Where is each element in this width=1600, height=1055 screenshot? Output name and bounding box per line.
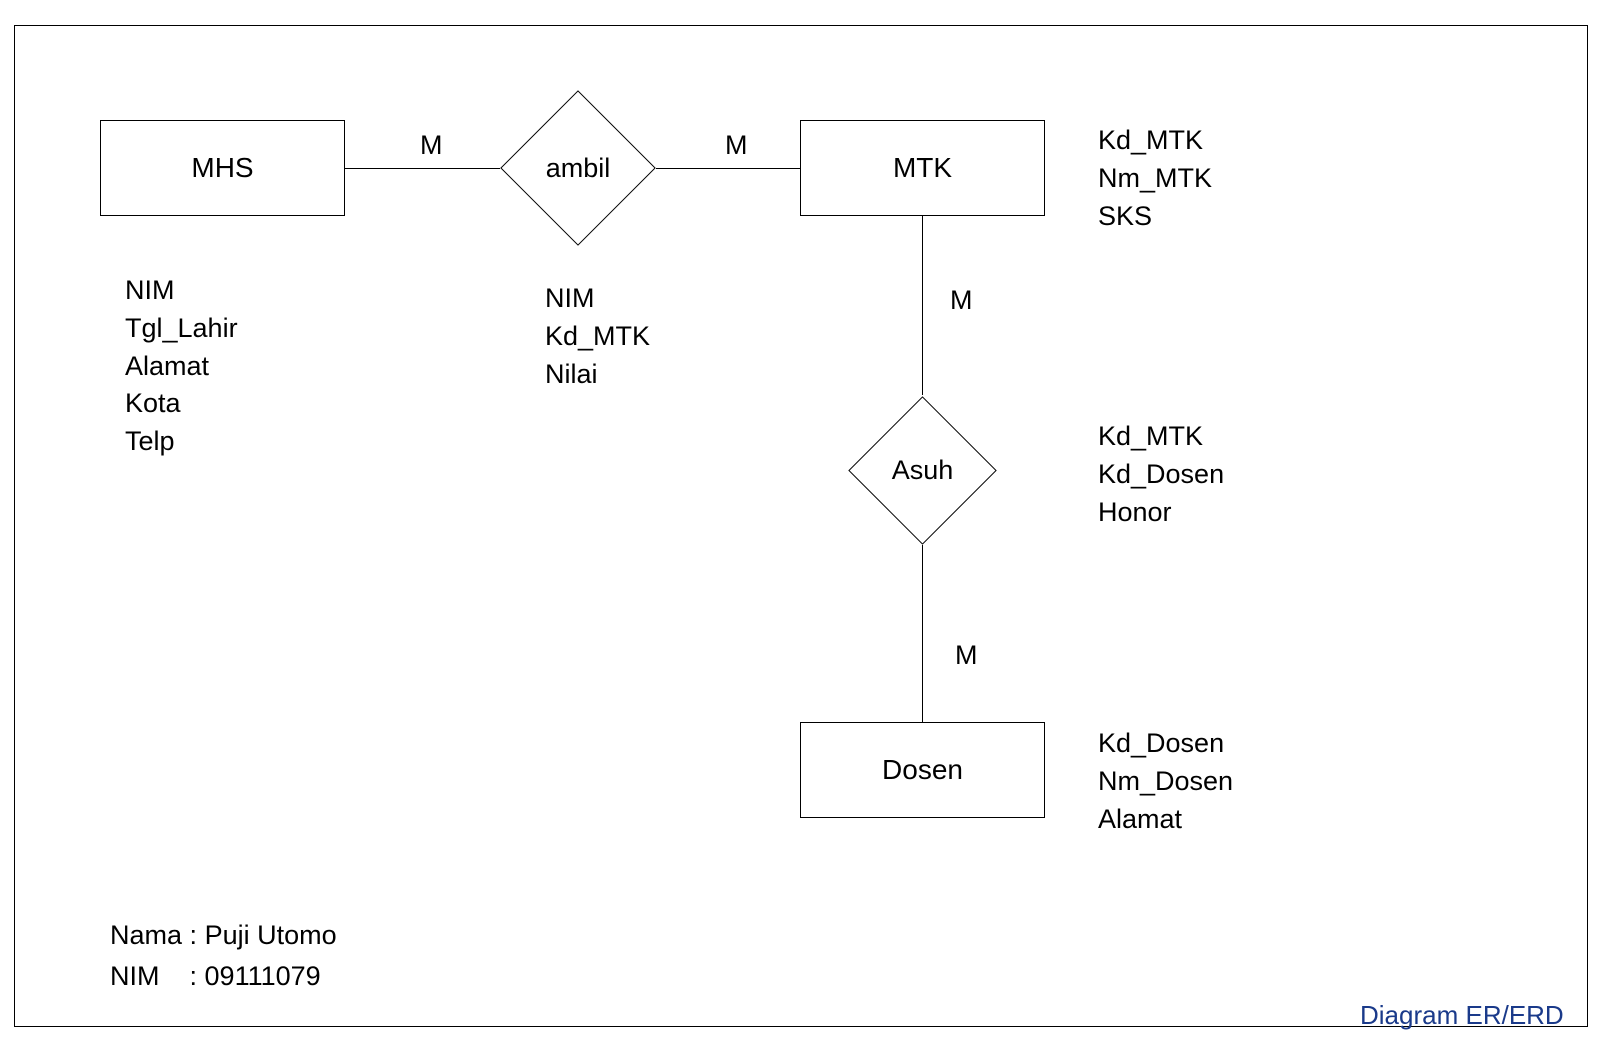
attr-text: Nm_Dosen bbox=[1098, 763, 1233, 801]
attr-text: Nilai bbox=[545, 356, 650, 394]
entity-mhs-attributes: NIM Tgl_Lahir Alamat Kota Telp bbox=[125, 272, 238, 461]
author-nim-row: NIM : 09111079 bbox=[110, 956, 337, 997]
entity-mtk-label: MTK bbox=[893, 152, 952, 184]
attr-text: Alamat bbox=[125, 348, 238, 386]
author-name-value: Puji Utomo bbox=[205, 920, 337, 950]
cardinality-text: M bbox=[725, 130, 748, 160]
edge-mhs-ambil bbox=[345, 168, 500, 169]
colon-separator: : bbox=[190, 920, 205, 950]
entity-mhs: MHS bbox=[100, 120, 345, 216]
attr-text: SKS bbox=[1098, 198, 1212, 236]
cardinality-text: M bbox=[955, 640, 978, 670]
attr-text: Tgl_Lahir bbox=[125, 310, 238, 348]
diagram-title-text: Diagram ER/ERD bbox=[1360, 1000, 1564, 1030]
edge-asuh-dosen bbox=[922, 545, 923, 722]
attr-text: Kd_MTK bbox=[1098, 418, 1224, 456]
attr-text: NIM bbox=[125, 272, 238, 310]
cardinality-text: M bbox=[420, 130, 443, 160]
relationship-ambil-label: ambil bbox=[546, 153, 611, 184]
attr-text: Kota bbox=[125, 385, 238, 423]
relationship-ambil-attributes: NIM Kd_MTK Nilai bbox=[545, 280, 650, 393]
relationship-asuh-attributes: Kd_MTK Kd_Dosen Honor bbox=[1098, 418, 1224, 531]
entity-dosen: Dosen bbox=[800, 722, 1045, 818]
author-nim-label: NIM bbox=[110, 961, 160, 991]
author-name-row: Nama : Puji Utomo bbox=[110, 915, 337, 956]
cardinality-label: M bbox=[950, 285, 973, 316]
attr-text: Alamat bbox=[1098, 801, 1233, 839]
attr-text: Kd_Dosen bbox=[1098, 725, 1233, 763]
author-info: Nama : Puji Utomo NIM : 09111079 bbox=[110, 915, 337, 996]
attr-text: Honor bbox=[1098, 494, 1224, 532]
attr-text: Kd_MTK bbox=[545, 318, 650, 356]
edge-ambil-mtk bbox=[656, 168, 800, 169]
cardinality-label: M bbox=[955, 640, 978, 671]
diagram-title: Diagram ER/ERD bbox=[1360, 1000, 1564, 1031]
cardinality-label: M bbox=[725, 130, 748, 161]
cardinality-text: M bbox=[950, 285, 973, 315]
entity-mhs-label: MHS bbox=[191, 152, 253, 184]
entity-dosen-label: Dosen bbox=[882, 754, 963, 786]
attr-text: Kd_MTK bbox=[1098, 122, 1212, 160]
relationship-asuh: Asuh bbox=[870, 418, 975, 523]
edge-mtk-asuh bbox=[922, 216, 923, 395]
attr-text: NIM bbox=[545, 280, 650, 318]
attr-text: Kd_Dosen bbox=[1098, 456, 1224, 494]
attr-text: Telp bbox=[125, 423, 238, 461]
relationship-asuh-label: Asuh bbox=[892, 455, 954, 486]
author-name-label: Nama bbox=[110, 920, 182, 950]
attr-text: Nm_MTK bbox=[1098, 160, 1212, 198]
relationship-ambil: ambil bbox=[523, 113, 633, 223]
cardinality-label: M bbox=[420, 130, 443, 161]
colon-separator: : bbox=[167, 961, 205, 991]
entity-mtk: MTK bbox=[800, 120, 1045, 216]
entity-dosen-attributes: Kd_Dosen Nm_Dosen Alamat bbox=[1098, 725, 1233, 838]
entity-mtk-attributes: Kd_MTK Nm_MTK SKS bbox=[1098, 122, 1212, 235]
author-nim-value: 09111079 bbox=[205, 961, 321, 991]
